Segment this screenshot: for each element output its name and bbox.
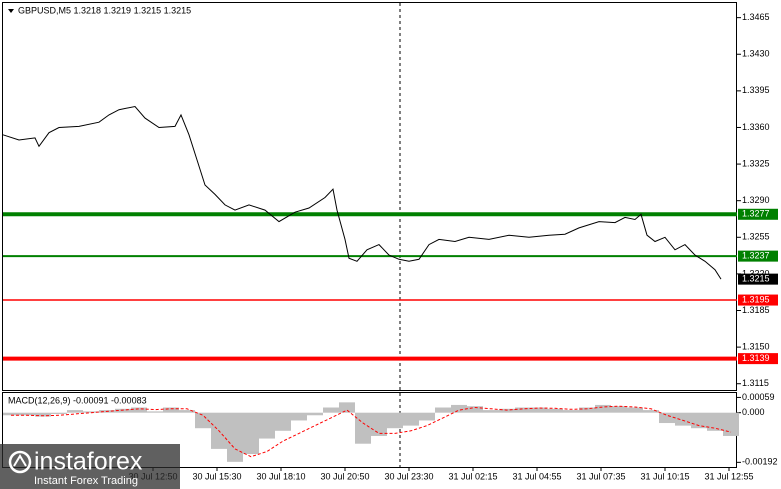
- macd-bar: [403, 412, 419, 426]
- x-tick-label: 30 Jul 18:10: [256, 471, 305, 481]
- macd-bar: [435, 407, 451, 413]
- macd-bar: [3, 412, 19, 416]
- macd-bar: [179, 410, 195, 413]
- level-label-bg: [738, 294, 778, 306]
- macd-bar: [355, 412, 371, 444]
- y-tick-label: 1.3255: [742, 232, 770, 242]
- macd-bar: [659, 412, 675, 424]
- macd-bar: [35, 412, 51, 417]
- level-label: 1.3195: [742, 294, 770, 304]
- level-label-bg: [738, 208, 778, 220]
- macd-bar: [307, 412, 323, 416]
- tagline: Instant Forex Trading: [34, 475, 138, 487]
- macd-bar: [323, 407, 339, 413]
- macd-bar: [547, 408, 563, 413]
- y-tick-label: 1.3220: [742, 268, 770, 278]
- y-tick-label: 1.3395: [742, 85, 770, 95]
- level-label-bg: [738, 353, 778, 365]
- x-tick-label: 30 Jul 23:30: [384, 471, 433, 481]
- macd-bar: [387, 412, 403, 429]
- macd-bar: [627, 407, 643, 413]
- y-tick-label: 0.000: [742, 407, 765, 417]
- macd-bar: [275, 412, 291, 431]
- y-tick-label: 1.3185: [742, 305, 770, 315]
- macd-bar: [723, 412, 739, 436]
- level-label: 1.3277: [742, 209, 770, 219]
- macd-bar: [643, 410, 659, 413]
- y-tick-label: 1.3150: [742, 341, 770, 351]
- y-tick-label: -0.00192: [742, 457, 778, 467]
- x-tick-label: 31 Jul 07:35: [576, 471, 625, 481]
- x-tick-label: 31 Jul 04:55: [512, 471, 561, 481]
- x-tick-label: 31 Jul 10:15: [640, 471, 689, 481]
- menu-arrow: [8, 9, 14, 13]
- macd-bar: [227, 412, 243, 462]
- macd-bar: [147, 411, 163, 413]
- macd-bar: [371, 412, 387, 436]
- current-price-label: 1.3215: [742, 274, 770, 284]
- y-tick-label: 1.3115: [742, 378, 769, 388]
- macd-bar: [595, 404, 611, 413]
- macd-bar: [483, 410, 499, 413]
- macd-bar: [51, 412, 67, 414]
- macd-bar: [67, 410, 83, 413]
- brand: instaforex: [34, 448, 143, 476]
- main-panel: [2, 2, 737, 391]
- macd-bar: [419, 412, 435, 421]
- level-label: 1.3139: [742, 353, 770, 363]
- macd-bar: [19, 412, 35, 416]
- y-tick-label: 1.3325: [742, 158, 770, 168]
- macd-bar: [115, 408, 131, 413]
- x-tick-label: 31 Jul 12:55: [704, 471, 753, 481]
- macd-bar: [195, 412, 211, 429]
- macd-bar: [131, 407, 147, 413]
- macd-bar: [291, 412, 307, 421]
- macd-bar: [339, 402, 355, 413]
- macd-bar: [611, 406, 627, 413]
- macd-bar: [163, 407, 179, 413]
- macd-bar: [707, 412, 723, 431]
- macd-bar: [83, 411, 99, 413]
- y-tick-label: 1.3290: [742, 195, 770, 205]
- watermark: instaforex Instant Forex Trading: [0, 444, 180, 489]
- y-tick-label: 0.00059: [742, 392, 775, 402]
- macd-title: MACD(12,26,9) -0.00091 -0.00083: [8, 395, 147, 405]
- macd-bar: [579, 407, 595, 413]
- macd-bar: [451, 404, 467, 413]
- macd-bar: [259, 412, 275, 439]
- logo-icon-mark: [13, 454, 27, 467]
- macd-bar: [675, 412, 691, 426]
- macd-bar: [243, 412, 259, 455]
- x-tick-label: 31 Jul 02:15: [448, 471, 497, 481]
- x-tick-label: 30 Jul 15:30: [192, 471, 241, 481]
- logo-icon: [8, 450, 32, 474]
- macd-bar: [467, 406, 483, 413]
- y-tick-label: 1.3360: [742, 122, 770, 132]
- price-line: [2, 105, 722, 280]
- macd-bar: [531, 407, 547, 413]
- x-tick-label: 30 Jul 20:50: [320, 471, 369, 481]
- level-label: 1.3237: [742, 250, 770, 260]
- y-tick-label: 1.3465: [742, 12, 770, 22]
- macd-bar: [499, 408, 515, 413]
- chart-title: GBPUSD,M5 1.3218 1.3219 1.3215 1.3215: [18, 5, 191, 15]
- level-label-bg: [738, 250, 778, 262]
- macd-bar: [563, 410, 579, 413]
- macd-bar: [691, 412, 707, 429]
- signal-line: [11, 405, 732, 458]
- macd-bar: [515, 407, 531, 413]
- y-tick-label: 1.3430: [742, 49, 770, 59]
- current-price-bg: [738, 273, 778, 285]
